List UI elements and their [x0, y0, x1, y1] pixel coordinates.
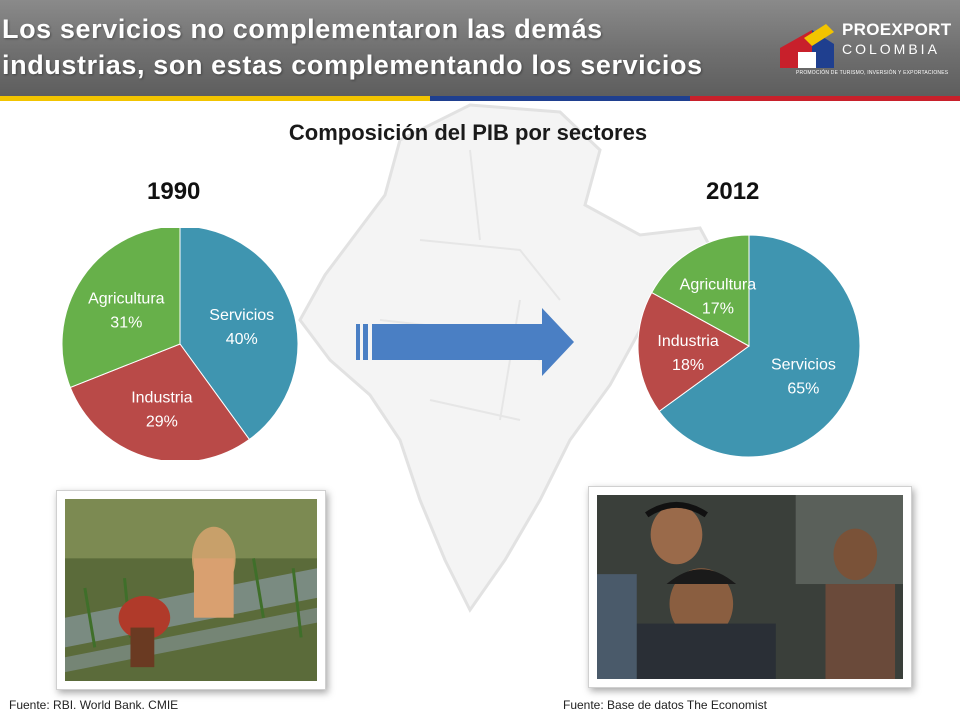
- pie-slice-industria: [69, 343, 251, 460]
- slice-label-servicios: Servicios: [771, 357, 836, 374]
- pie-slice-servicios: [658, 234, 861, 458]
- stripe-blue: [430, 96, 690, 101]
- slide-title-line-2: industrias, son estas complementando los…: [2, 50, 703, 80]
- logo-subtitle: COLOMBIA: [842, 41, 940, 57]
- slice-value-servicios: 40%: [226, 331, 258, 348]
- logo-name: PROEXPORT: [842, 20, 952, 39]
- slice-value-agricultura: 31%: [110, 315, 142, 332]
- source-note-1990: Fuente: RBI. World Bank. CMIE: [9, 698, 179, 712]
- chart-title: Composición del PIB por sectores: [288, 120, 648, 145]
- year-label-2012: 2012: [706, 178, 760, 205]
- slice-value-industria: 29%: [146, 413, 178, 430]
- slice-value-agricultura: 17%: [702, 300, 734, 317]
- pie-chart-2012: Servicios 65% Industria 18% Agricultura 17%: [637, 234, 861, 458]
- slice-label-industria: Industria: [657, 333, 718, 350]
- pie-slice-industria: [637, 291, 750, 412]
- proexport-logo: PROEXPORT COLOMBIA PROMOCIÓN DE TURISMO,…: [774, 14, 954, 84]
- slice-label-industria: Industria: [131, 389, 192, 406]
- right-arrow-icon: [356, 308, 574, 376]
- slice-label-agricultura: Agricultura: [680, 276, 757, 293]
- header-color-stripe: [0, 96, 960, 101]
- pie-slice-servicios: [179, 228, 299, 441]
- pie-chart-1990: Servicios 40% Industria 29% Agricultura 31%: [61, 228, 299, 460]
- slice-value-servicios: 65%: [787, 381, 819, 398]
- slice-value-industria: 18%: [672, 357, 704, 374]
- logo-mark-icon: [780, 24, 834, 68]
- header-bar: Los servicios no complementaron las demá…: [0, 0, 960, 96]
- year-label-1990: 1990: [147, 178, 201, 205]
- pie-slice-agricultura: [651, 234, 750, 347]
- slide-title-line-1: Los servicios no complementaron las demá…: [2, 14, 603, 44]
- photo-agriculture: [56, 490, 326, 690]
- stripe-yellow: [0, 96, 430, 101]
- source-note-2012: Fuente: Base de datos The Economist: [563, 698, 767, 712]
- logo-tagline: PROMOCIÓN DE TURISMO, INVERSIÓN Y EXPORT…: [796, 70, 949, 76]
- slice-label-agricultura: Agricultura: [88, 291, 165, 308]
- photo-call-center: [588, 486, 912, 688]
- stripe-red: [690, 96, 960, 101]
- pie-slice-agricultura: [61, 228, 181, 389]
- slice-label-servicios: Servicios: [209, 307, 274, 324]
